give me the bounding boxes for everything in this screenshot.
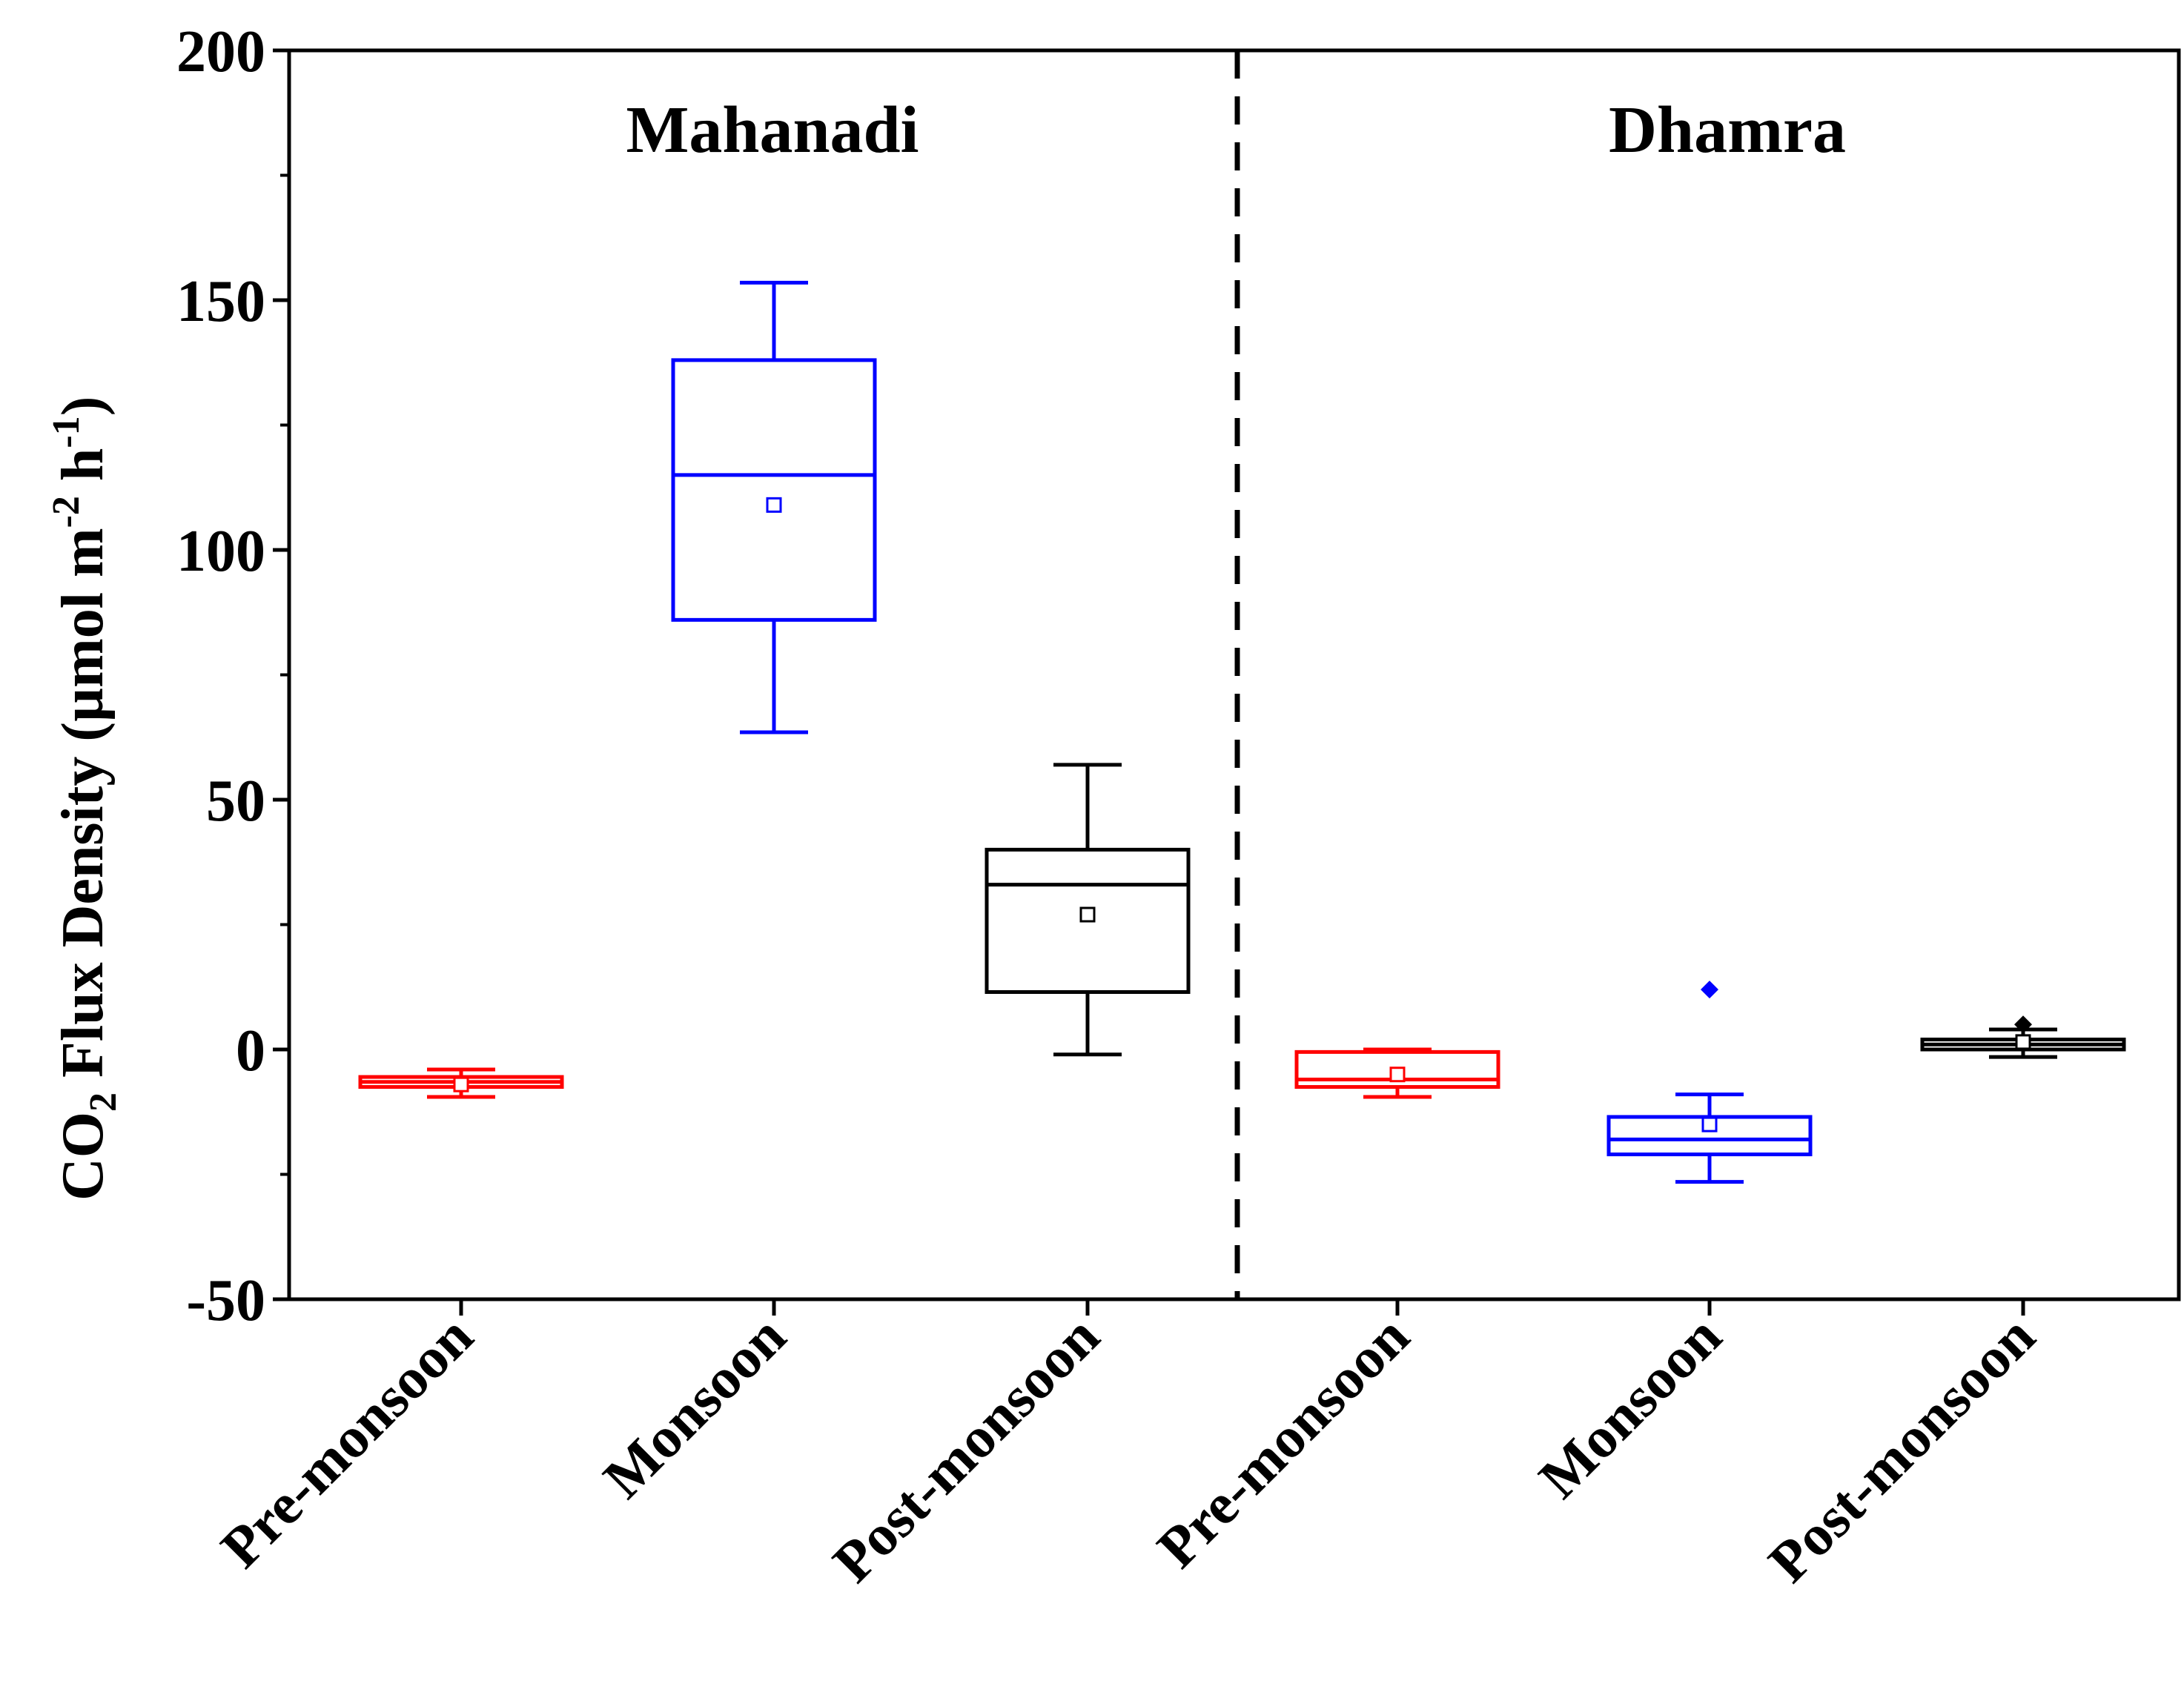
group-label-dhamra: Dhamra bbox=[1609, 93, 1846, 167]
y-axis-title-suffix: ) bbox=[50, 397, 116, 417]
outlier-point bbox=[2014, 1015, 2032, 1034]
y-axis-title-prefix: CO bbox=[50, 1112, 116, 1201]
y-axis-title-sup2: -1 bbox=[45, 416, 87, 448]
x-category-label: Monsoon bbox=[591, 1304, 798, 1510]
y-axis-title-subscript: 2 bbox=[82, 1092, 125, 1112]
outlier-point bbox=[1701, 981, 1718, 999]
box-plot-dhamra-pre-monsoon bbox=[1294, 1047, 1500, 1099]
mean-marker bbox=[766, 497, 782, 513]
y-axis-title-sup1: -2 bbox=[45, 496, 87, 528]
y-axis-title-middle2: h bbox=[50, 448, 116, 497]
box-plot-mahanadi-post-monsoon bbox=[985, 763, 1191, 1057]
y-axis: -50 0 50 100 150 200 bbox=[176, 19, 289, 1333]
mean-marker bbox=[453, 1076, 469, 1092]
box-plot-mahanadi-monsoon bbox=[671, 280, 877, 734]
x-category-label: Post-monsoon bbox=[821, 1304, 1111, 1594]
mean-marker bbox=[1079, 906, 1096, 923]
x-category-label: Post-monsoon bbox=[1756, 1304, 2047, 1594]
y-tick-label: 150 bbox=[176, 269, 265, 334]
box-plot-mahanadi-pre-monsoon bbox=[358, 1067, 564, 1099]
y-axis-title-middle: Flux Density (µmol m bbox=[50, 528, 116, 1092]
iqr-box bbox=[671, 358, 877, 622]
x-axis: Pre-monsoon Monsoon Post-monsoon Pre-monsoo… bbox=[208, 1299, 2047, 1594]
box-plot-dhamra-monsoon bbox=[1606, 981, 1813, 1184]
x-category-label: Pre-monsoon bbox=[1145, 1304, 1421, 1580]
y-tick-label: -50 bbox=[186, 1268, 265, 1333]
x-category-label: Monsoon bbox=[1526, 1304, 1733, 1510]
mean-marker bbox=[1701, 1116, 1718, 1132]
group-label-mahanadi: Mahanadi bbox=[626, 93, 919, 167]
y-tick-label: 200 bbox=[176, 19, 265, 84]
y-tick-label: 0 bbox=[236, 1018, 265, 1084]
y-tick-label: 50 bbox=[206, 769, 265, 834]
mean-marker bbox=[2015, 1034, 2031, 1050]
mean-marker bbox=[1389, 1067, 1406, 1083]
box-plot-dhamra-post-monsoon bbox=[1920, 1015, 2126, 1059]
box-series bbox=[358, 280, 2126, 1184]
y-tick-label: 100 bbox=[176, 519, 265, 584]
y-axis-title: CO2 Flux Density (µmol m-2 h-1) bbox=[45, 397, 125, 1201]
iqr-box bbox=[985, 847, 1191, 994]
x-category-label: Pre-monsoon bbox=[208, 1304, 485, 1580]
plot-frame bbox=[287, 48, 2181, 1301]
iqr-box bbox=[1294, 1049, 1500, 1090]
